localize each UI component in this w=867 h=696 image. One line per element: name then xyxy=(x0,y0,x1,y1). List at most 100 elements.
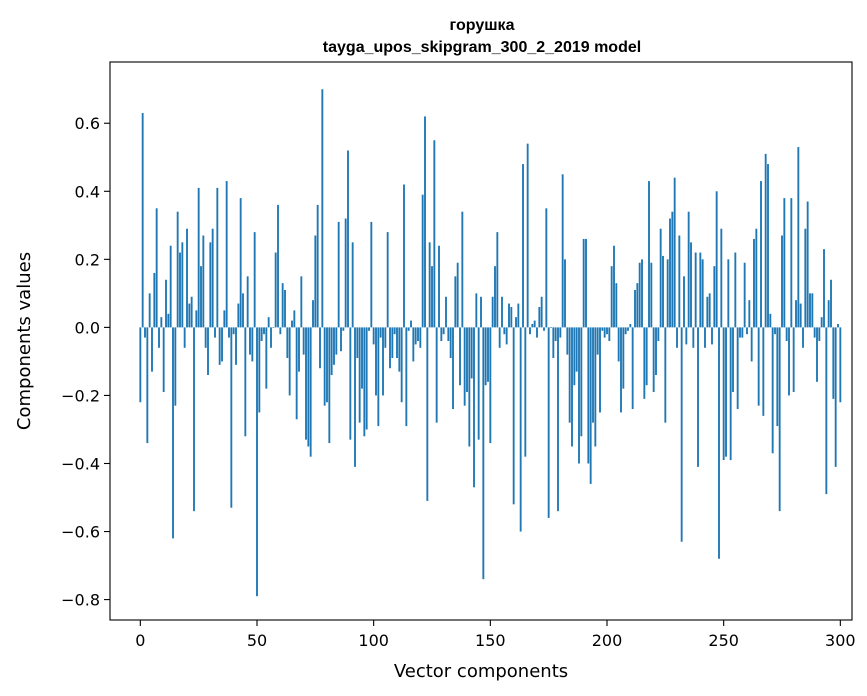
bar xyxy=(295,327,298,420)
bar xyxy=(566,327,569,355)
bar xyxy=(652,327,655,393)
bar xyxy=(473,327,475,488)
bar xyxy=(545,208,548,328)
bar xyxy=(687,211,690,328)
bar xyxy=(589,327,592,484)
bar xyxy=(281,283,284,328)
bar xyxy=(834,327,837,467)
bar xyxy=(309,327,312,457)
bar xyxy=(480,296,482,328)
bar xyxy=(790,198,793,328)
bar xyxy=(344,218,347,328)
bar xyxy=(223,310,226,328)
bar xyxy=(839,327,842,403)
bar xyxy=(561,174,564,328)
bar xyxy=(162,327,165,393)
bar xyxy=(508,303,510,328)
bar xyxy=(340,327,342,352)
bar xyxy=(461,211,464,328)
bar xyxy=(524,327,527,457)
bar xyxy=(685,327,688,345)
bar xyxy=(722,327,725,461)
bar xyxy=(414,327,417,345)
bar xyxy=(267,317,270,328)
bar xyxy=(365,327,368,430)
bar xyxy=(802,327,804,348)
bar xyxy=(543,327,545,331)
bar xyxy=(249,327,251,355)
bar xyxy=(305,327,307,440)
bar xyxy=(230,327,233,508)
bar xyxy=(662,255,664,328)
bar xyxy=(788,327,790,396)
bar xyxy=(421,194,424,328)
bar xyxy=(270,327,272,348)
bar xyxy=(540,296,543,328)
bar xyxy=(211,228,214,328)
bar xyxy=(186,228,188,328)
bar xyxy=(680,327,683,542)
bar xyxy=(683,276,685,328)
bar xyxy=(776,327,779,427)
bar xyxy=(335,327,338,355)
bar xyxy=(452,327,454,410)
bar xyxy=(757,327,760,406)
bar xyxy=(172,327,174,539)
bar xyxy=(426,327,429,501)
bar xyxy=(342,327,345,331)
bar xyxy=(456,262,459,328)
bar xyxy=(463,327,466,406)
bar xyxy=(603,327,606,338)
bar xyxy=(144,327,146,338)
bar xyxy=(284,289,286,328)
bar xyxy=(195,310,198,328)
bar xyxy=(795,300,797,328)
bar xyxy=(701,259,704,328)
bar xyxy=(515,317,517,328)
bar xyxy=(825,327,828,495)
bar xyxy=(179,252,181,328)
bar xyxy=(244,327,247,437)
bar xyxy=(256,327,258,597)
bar xyxy=(620,327,622,413)
bar xyxy=(328,327,331,444)
bar xyxy=(141,113,144,328)
bar xyxy=(323,327,326,406)
bar xyxy=(146,327,149,444)
bar xyxy=(202,235,205,328)
bar xyxy=(631,327,634,410)
y-tick-label: 0.6 xyxy=(75,114,100,133)
bar xyxy=(585,238,587,328)
bar xyxy=(582,238,585,328)
x-tick-label: 300 xyxy=(825,631,856,650)
bar xyxy=(601,327,604,331)
bar xyxy=(666,259,669,328)
bar xyxy=(529,327,531,335)
bar xyxy=(370,221,373,328)
bar xyxy=(494,266,496,328)
bar xyxy=(559,327,562,338)
bar xyxy=(379,327,382,338)
bar xyxy=(272,327,275,328)
bar xyxy=(706,296,709,328)
bar xyxy=(302,327,305,355)
bar xyxy=(767,164,769,328)
bar xyxy=(433,140,436,328)
bar xyxy=(501,296,503,328)
bar xyxy=(564,259,566,328)
bar xyxy=(557,327,559,512)
bar xyxy=(286,327,289,359)
bar xyxy=(622,327,625,389)
bar xyxy=(274,252,277,328)
bar xyxy=(692,327,695,348)
x-axis-ticks: 0 50 100 150 200 250 300 xyxy=(135,620,856,650)
bar xyxy=(454,276,457,328)
bar xyxy=(750,327,753,362)
bar xyxy=(809,293,811,328)
bar xyxy=(440,327,443,341)
bar xyxy=(237,303,240,328)
bar xyxy=(512,327,515,505)
bar xyxy=(489,327,492,444)
plot-frame xyxy=(109,61,853,621)
